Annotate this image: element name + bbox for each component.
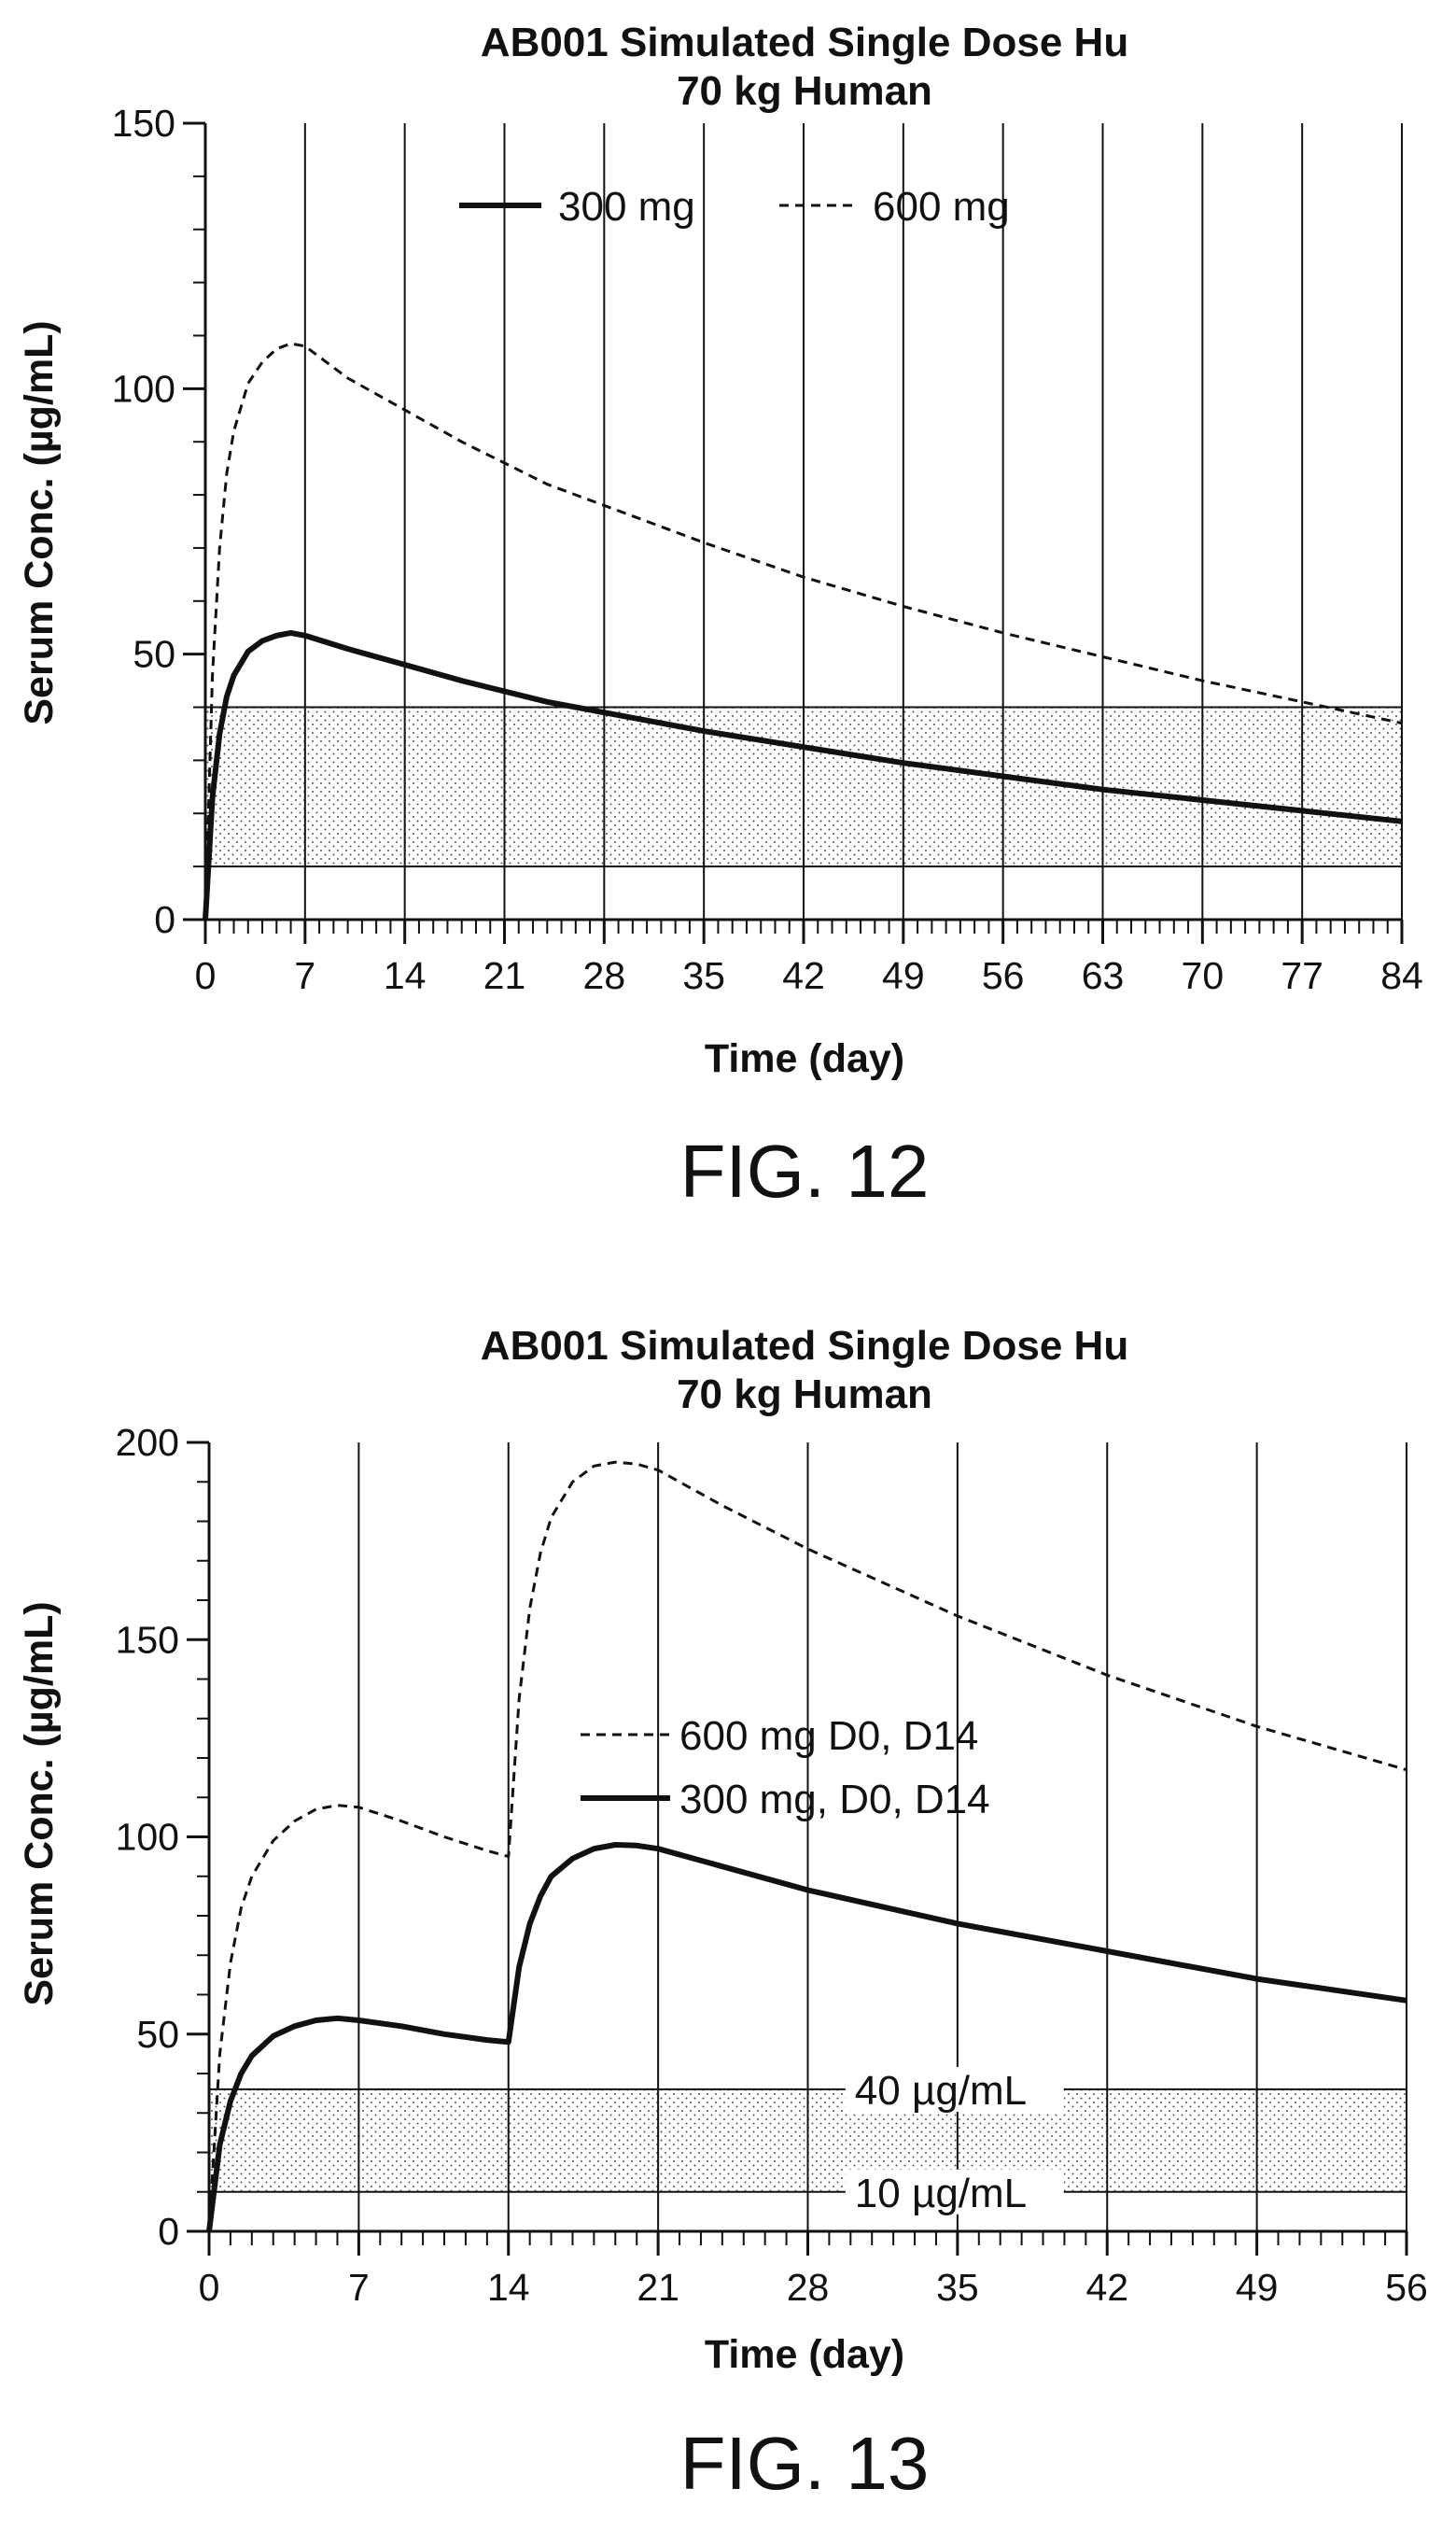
x-tick-label: 21 bbox=[637, 2266, 679, 2309]
y-tick-label: 150 bbox=[116, 1618, 179, 1661]
y-tick-label: 100 bbox=[116, 1816, 179, 1859]
x-tick-label: 77 bbox=[1281, 954, 1323, 997]
chart-fig-12: 0 7 14 21 28 35 42 49 56 63 70 77 84 0 50 100 150 AB001 … bbox=[17, 20, 1423, 1213]
x-tick-label: 0 bbox=[195, 954, 217, 997]
legend-label-300mg: 300 mg bbox=[558, 184, 695, 230]
x-tick-label: 84 bbox=[1380, 954, 1423, 997]
x-tick-label: 42 bbox=[782, 954, 825, 997]
y-tick-label: 200 bbox=[116, 1421, 179, 1464]
x-tick-label: 63 bbox=[1082, 954, 1125, 997]
series-line-1 bbox=[203, 342, 1403, 921]
legend-label-600mg: 600 mg bbox=[873, 184, 1010, 230]
x-tick-label: 49 bbox=[882, 954, 925, 997]
x-tick-label: 28 bbox=[787, 2266, 830, 2309]
x-axis-label: Time (day) bbox=[705, 2332, 904, 2377]
x-tick-label: 56 bbox=[1385, 2266, 1428, 2309]
x-tick-label: 7 bbox=[348, 2266, 370, 2309]
band-labels: 40 µg/mL 10 µg/mL bbox=[845, 2066, 1064, 2216]
series-line-0 bbox=[203, 629, 1403, 921]
chart-title-line-2: 70 kg Human bbox=[677, 68, 932, 114]
tick-labels: 0 7 14 21 28 35 42 49 56 63 70 77 84 0 50 100 150 bbox=[112, 102, 1423, 997]
series-lines bbox=[206, 1460, 1407, 2232]
axes bbox=[187, 1441, 1408, 2256]
x-tick-label: 42 bbox=[1085, 2266, 1128, 2309]
legend-label-300mg: 300 mg, D0, D14 bbox=[679, 1777, 990, 1822]
x-tick-label: 21 bbox=[483, 954, 526, 997]
figure-caption: FIG. 13 bbox=[680, 2422, 930, 2505]
y-axis-label: Serum Conc. (µg/mL) bbox=[17, 1601, 62, 2005]
figure-caption: FIG. 12 bbox=[680, 1130, 930, 1213]
x-tick-label: 14 bbox=[487, 2266, 530, 2309]
y-tick-label: 150 bbox=[112, 102, 175, 145]
tick-labels: 0 7 14 21 28 35 42 49 56 0 50 100 150 200 bbox=[116, 1421, 1428, 2309]
series-lines bbox=[203, 342, 1403, 921]
y-tick-label: 50 bbox=[133, 633, 175, 676]
axes bbox=[183, 121, 1404, 944]
x-tick-label: 56 bbox=[982, 954, 1025, 997]
x-tick-label: 0 bbox=[199, 2266, 220, 2309]
x-tick-label: 28 bbox=[583, 954, 626, 997]
y-axis-label: Serum Conc. (µg/mL) bbox=[17, 320, 62, 724]
x-tick-label: 70 bbox=[1182, 954, 1225, 997]
x-tick-label: 14 bbox=[384, 954, 427, 997]
band-label: 40 µg/mL bbox=[855, 2068, 1027, 2114]
y-tick-label: 0 bbox=[158, 2210, 179, 2253]
legend: 600 mg D0, D14 300 mg, D0, D14 bbox=[581, 1713, 990, 1822]
series-line-0 bbox=[207, 1460, 1407, 2232]
x-tick-label: 7 bbox=[294, 954, 315, 997]
x-tick-label: 35 bbox=[936, 2266, 979, 2309]
band-label-background bbox=[845, 2066, 1064, 2112]
x-axis-label: Time (day) bbox=[705, 1036, 904, 1081]
chart-title-line-1: AB001 Simulated Single Dose Hu bbox=[481, 20, 1128, 65]
band-label-background bbox=[845, 2169, 1064, 2215]
legend: 300 mg 600 mg bbox=[459, 184, 1010, 230]
y-tick-label: 50 bbox=[136, 2013, 179, 2056]
x-tick-label: 49 bbox=[1236, 2266, 1279, 2309]
chart-title-line-2: 70 kg Human bbox=[677, 1371, 932, 1417]
y-tick-label: 100 bbox=[112, 367, 175, 410]
band-label: 10 µg/mL bbox=[855, 2171, 1027, 2216]
legend-label-600mg: 600 mg D0, D14 bbox=[679, 1713, 978, 1759]
chart-title-line-1: AB001 Simulated Single Dose Hu bbox=[481, 1323, 1128, 1369]
chart-fig-13: 0 7 14 21 28 35 42 49 56 0 50 100 150 200 AB001 Simul… bbox=[17, 1323, 1428, 2505]
x-tick-label: 35 bbox=[682, 954, 725, 997]
y-tick-label: 0 bbox=[154, 898, 175, 941]
series-line-1 bbox=[206, 1842, 1407, 2232]
